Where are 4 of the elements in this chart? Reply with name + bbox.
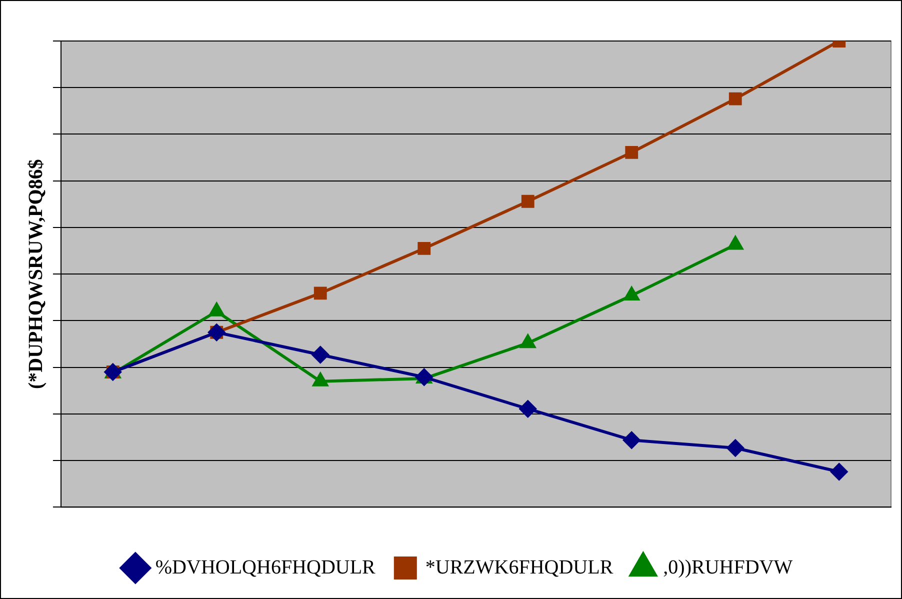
legend-label: %DVHOLQH6FHQDULR [155, 556, 376, 578]
legend-label: ,0))RUHFDVW [663, 556, 793, 578]
y-axis-title: (*DUPHQWSRUW,PQ86$ [25, 159, 48, 390]
legend-label: *URZWK6FHQDULR [425, 556, 614, 578]
